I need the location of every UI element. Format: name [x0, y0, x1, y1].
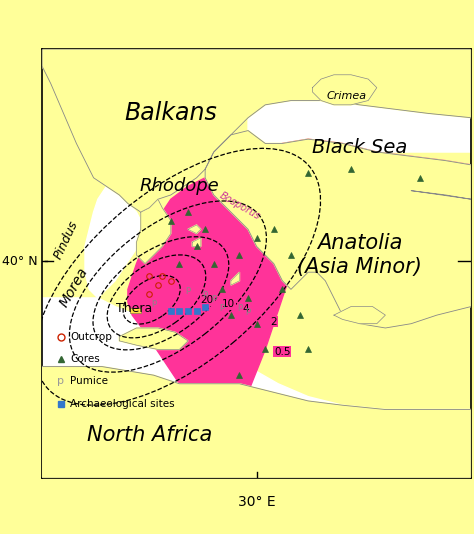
Text: p: p [237, 302, 242, 311]
Polygon shape [231, 272, 239, 285]
Text: p: p [219, 302, 225, 311]
Text: p: p [151, 298, 156, 307]
Polygon shape [42, 367, 471, 478]
Text: Crimea: Crimea [327, 91, 367, 101]
Text: Anatolia
(Asia Minor): Anatolia (Asia Minor) [297, 233, 422, 277]
Text: p: p [57, 376, 64, 386]
Text: Morea: Morea [57, 265, 91, 309]
Text: 10: 10 [222, 300, 235, 309]
Polygon shape [128, 139, 471, 401]
Bar [130, 308, 141, 313]
Text: Pindus: Pindus [51, 218, 80, 261]
Text: p: p [202, 289, 208, 298]
Polygon shape [248, 100, 471, 156]
Text: Outcrop: Outcrop [70, 332, 112, 342]
Text: Bosporus: Bosporus [218, 190, 262, 222]
Text: 40° N: 40° N [2, 255, 38, 268]
Text: Cores: Cores [70, 354, 100, 364]
Text: Pumice: Pumice [70, 376, 108, 386]
Text: p: p [211, 294, 217, 302]
Polygon shape [85, 186, 145, 298]
Polygon shape [192, 238, 201, 247]
Text: 2: 2 [271, 317, 277, 327]
Polygon shape [42, 298, 471, 478]
Text: Thera: Thera [116, 302, 153, 315]
Text: p: p [185, 285, 191, 294]
Polygon shape [119, 328, 188, 349]
Text: 0.5: 0.5 [274, 347, 291, 357]
Text: Rhodope: Rhodope [139, 177, 219, 195]
Polygon shape [334, 307, 385, 324]
Text: Black Sea: Black Sea [312, 138, 407, 157]
Polygon shape [205, 131, 471, 328]
Text: Archaeological sites: Archaeological sites [70, 398, 174, 409]
Text: North Africa: North Africa [87, 425, 212, 445]
Text: 30° E: 30° E [238, 496, 275, 509]
Polygon shape [137, 199, 171, 264]
Text: 20: 20 [201, 295, 214, 305]
Polygon shape [312, 75, 377, 105]
Text: 4: 4 [243, 304, 249, 313]
Polygon shape [188, 225, 201, 233]
Text: p: p [246, 307, 251, 315]
Polygon shape [42, 49, 471, 212]
Text: Balkans: Balkans [125, 101, 217, 125]
